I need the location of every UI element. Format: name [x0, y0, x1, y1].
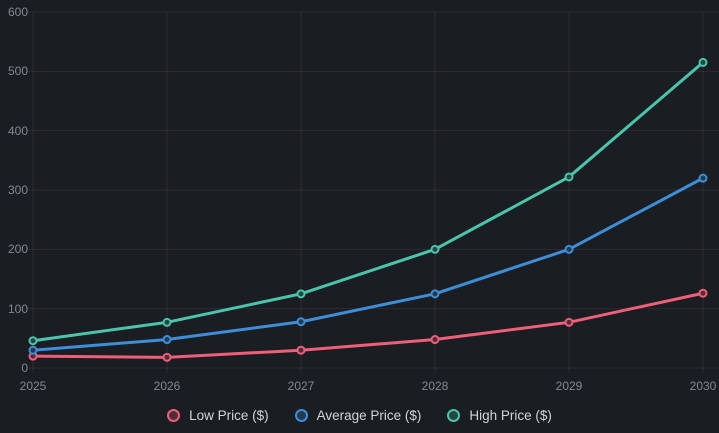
legend-item-label: Average Price ($) — [316, 407, 422, 423]
legend-item-label: Low Price ($) — [189, 407, 269, 423]
data-point — [430, 335, 440, 345]
data-point-fill — [565, 173, 573, 181]
chart-legend: Low Price ($) Average Price ($) High Price… — [0, 403, 719, 427]
data-point-fill — [29, 352, 37, 360]
series-high-price — [28, 57, 708, 346]
data-point — [698, 173, 708, 183]
data-point-fill — [297, 346, 305, 354]
data-point — [28, 336, 38, 346]
data-point — [296, 317, 306, 327]
legend-marker-icon — [447, 408, 461, 422]
data-point-fill — [29, 337, 37, 345]
legend-marker-icon — [167, 408, 181, 422]
data-point-fill — [431, 290, 439, 298]
data-point-fill — [699, 58, 707, 66]
series-line — [31, 291, 705, 359]
data-point — [28, 345, 38, 355]
grid-lines — [27, 11, 719, 374]
data-point — [430, 244, 440, 254]
data-point — [698, 57, 708, 67]
data-point — [430, 289, 440, 299]
series-low-price — [28, 288, 708, 362]
legend-item-high-price[interactable]: High Price ($) — [447, 408, 552, 423]
data-point — [564, 244, 574, 254]
data-point — [564, 317, 574, 327]
series-line — [31, 60, 705, 343]
data-point-fill — [699, 174, 707, 182]
data-point-fill — [565, 318, 573, 326]
data-point-fill — [431, 245, 439, 253]
data-point — [564, 172, 574, 182]
legend-item-average-price[interactable]: Average Price ($) — [294, 407, 422, 423]
data-point-fill — [163, 336, 171, 344]
legend-item-low-price[interactable]: Low Price ($) — [167, 408, 269, 423]
data-point-fill — [565, 245, 573, 253]
chart-series — [28, 57, 708, 362]
data-point-fill — [163, 353, 171, 361]
series-average-price — [28, 173, 708, 355]
data-point — [296, 289, 306, 299]
data-point-fill — [699, 289, 707, 297]
data-point-fill — [297, 290, 305, 298]
data-point — [698, 288, 708, 298]
data-point-fill — [297, 318, 305, 326]
data-point-fill — [29, 346, 37, 354]
series-line — [31, 176, 705, 352]
legend-item-label: High Price ($) — [469, 407, 552, 423]
data-point-fill — [163, 318, 171, 326]
data-point — [162, 317, 172, 327]
legend-marker-icon — [294, 408, 308, 422]
data-point — [162, 335, 172, 345]
data-point — [162, 352, 172, 362]
data-point — [296, 345, 306, 355]
data-point-fill — [431, 336, 439, 344]
